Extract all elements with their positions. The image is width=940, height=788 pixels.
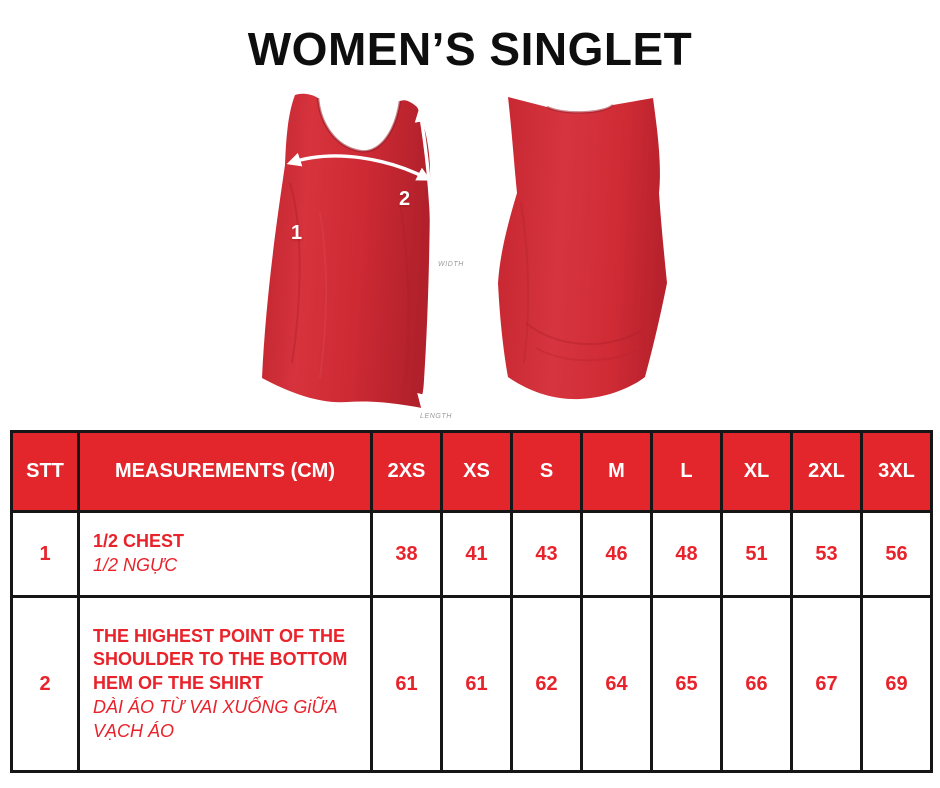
- size-chart-table: STT MEASUREMENTS (CM) 2XS XS S M L XL 2X…: [10, 430, 933, 773]
- measurement-name-vi: DÀI ÁO TỪ VAI XUỐNG GiỮA VẠCH ÁO: [93, 696, 337, 741]
- row-2-measurement-name: THE HIGHEST POINT OF THE SHOULDER TO THE…: [77, 595, 373, 773]
- row-1-value-2xs: 38: [370, 510, 443, 598]
- col-header-l: L: [650, 430, 723, 513]
- table-row-length: 2 THE HIGHEST POINT OF THE SHOULDER TO T…: [10, 595, 933, 773]
- row-2-value-2xl: 67: [790, 595, 863, 773]
- row-2-value-xl: 66: [720, 595, 793, 773]
- measurement-name-en: THE HIGHEST POINT OF THE SHOULDER TO THE…: [93, 625, 348, 694]
- row-1-value-xl: 51: [720, 510, 793, 598]
- row-2-value-s: 62: [510, 595, 583, 773]
- col-header-xl: XL: [720, 430, 793, 513]
- row-1-value-m: 46: [580, 510, 653, 598]
- col-header-2xs: 2XS: [370, 430, 443, 513]
- row-2-value-xs: 61: [440, 595, 513, 773]
- col-header-xs: XS: [440, 430, 513, 513]
- measurement-name-vi: 1/2 NGỰC: [93, 555, 178, 575]
- width-annotation: WIDTH: [438, 261, 464, 268]
- row-1-value-l: 48: [650, 510, 723, 598]
- table-row-chest: 1 1/2 CHEST 1/2 NGỰC 38 41 43 46 48 51 5…: [10, 510, 933, 598]
- row-2-stt: 2: [10, 595, 80, 773]
- row-1-measurement-name: 1/2 CHEST 1/2 NGỰC: [77, 510, 373, 598]
- row-1-value-2xl: 53: [790, 510, 863, 598]
- row-2-value-l: 65: [650, 595, 723, 773]
- header-row: STT MEASUREMENTS (CM) 2XS XS S M L XL 2X…: [10, 430, 933, 513]
- col-header-2xl: 2XL: [790, 430, 863, 513]
- col-header-measurements: MEASUREMENTS (CM): [77, 430, 373, 513]
- garment-diagram: 1 2 WIDTH LENGTH: [0, 85, 940, 435]
- col-header-m: M: [580, 430, 653, 513]
- col-header-s: S: [510, 430, 583, 513]
- singlet-front-image: [262, 93, 431, 409]
- row-2-value-m: 64: [580, 595, 653, 773]
- measurement-point-1-label: 1: [291, 222, 303, 244]
- row-1-value-3xl: 56: [860, 510, 933, 598]
- length-annotation: LENGTH: [420, 413, 452, 420]
- measurement-name-en: 1/2 CHEST: [93, 531, 185, 552]
- row-1-value-xs: 41: [440, 510, 513, 598]
- row-2-value-3xl: 69: [860, 595, 933, 773]
- row-2-value-2xs: 61: [370, 595, 443, 773]
- col-header-3xl: 3XL: [860, 430, 933, 513]
- page-title: WOMEN’S SINGLET: [247, 23, 693, 75]
- measurement-point-2-label: 2: [399, 188, 411, 210]
- row-1-stt: 1: [10, 510, 80, 598]
- row-1-value-s: 43: [510, 510, 583, 598]
- singlet-back-image: [498, 97, 667, 400]
- col-header-stt: STT: [10, 430, 80, 513]
